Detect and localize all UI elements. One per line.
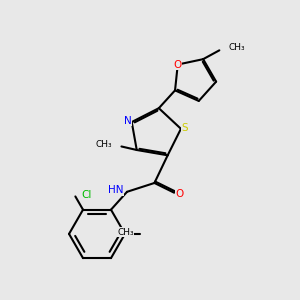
Text: CH₃: CH₃ (95, 140, 112, 149)
Text: CH₃: CH₃ (117, 228, 134, 237)
Text: N: N (124, 116, 131, 126)
Text: O: O (174, 60, 182, 70)
Text: O: O (175, 189, 183, 199)
Text: Cl: Cl (82, 190, 92, 200)
Text: S: S (182, 123, 188, 133)
Text: HN: HN (108, 185, 124, 195)
Text: CH₃: CH₃ (229, 44, 245, 52)
